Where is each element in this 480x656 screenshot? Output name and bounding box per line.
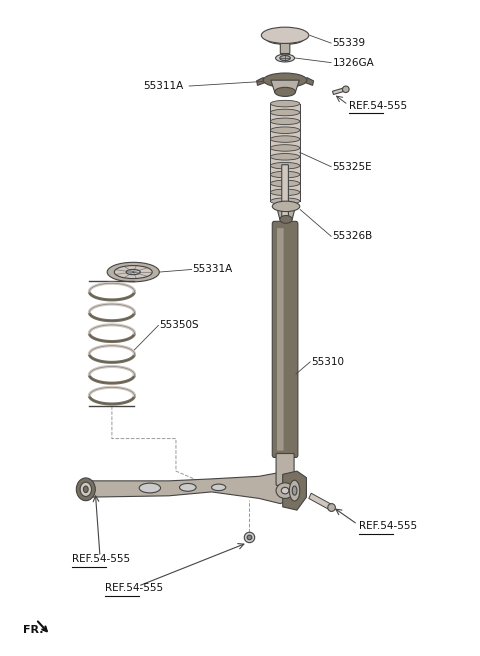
Ellipse shape xyxy=(280,215,292,223)
Polygon shape xyxy=(333,87,347,94)
Ellipse shape xyxy=(270,198,300,205)
Ellipse shape xyxy=(76,478,96,501)
Polygon shape xyxy=(257,77,266,85)
Ellipse shape xyxy=(107,262,159,282)
Text: 55331A: 55331A xyxy=(192,264,233,274)
Text: 55311A: 55311A xyxy=(143,81,183,91)
Ellipse shape xyxy=(266,33,304,45)
Ellipse shape xyxy=(281,487,289,494)
Ellipse shape xyxy=(328,504,336,512)
Polygon shape xyxy=(304,77,313,85)
Ellipse shape xyxy=(270,180,300,187)
Polygon shape xyxy=(283,471,306,510)
Ellipse shape xyxy=(275,87,296,96)
Ellipse shape xyxy=(126,270,140,275)
Ellipse shape xyxy=(139,483,160,493)
Ellipse shape xyxy=(212,484,226,491)
Text: 55325E: 55325E xyxy=(333,161,372,172)
Ellipse shape xyxy=(114,266,152,279)
Polygon shape xyxy=(276,207,296,219)
Ellipse shape xyxy=(263,73,307,87)
Text: REF.54-555: REF.54-555 xyxy=(72,554,130,564)
Text: REF.54-555: REF.54-555 xyxy=(349,100,407,111)
FancyBboxPatch shape xyxy=(277,228,284,451)
Ellipse shape xyxy=(289,480,300,501)
Text: 1326GA: 1326GA xyxy=(333,58,374,68)
FancyBboxPatch shape xyxy=(280,43,290,54)
Polygon shape xyxy=(270,104,300,201)
Ellipse shape xyxy=(270,171,300,178)
Ellipse shape xyxy=(270,163,300,169)
FancyBboxPatch shape xyxy=(282,165,288,224)
Text: FR.: FR. xyxy=(23,625,43,636)
Ellipse shape xyxy=(270,109,300,115)
Ellipse shape xyxy=(270,154,300,160)
Text: 55310: 55310 xyxy=(311,357,344,367)
Ellipse shape xyxy=(247,535,252,540)
Polygon shape xyxy=(309,493,333,510)
Ellipse shape xyxy=(270,145,300,151)
Ellipse shape xyxy=(270,118,300,125)
Polygon shape xyxy=(81,472,297,504)
Ellipse shape xyxy=(180,483,196,491)
Ellipse shape xyxy=(342,86,349,92)
Ellipse shape xyxy=(270,189,300,195)
Ellipse shape xyxy=(84,486,88,493)
Text: REF.54-555: REF.54-555 xyxy=(105,583,163,593)
Ellipse shape xyxy=(276,54,295,62)
Polygon shape xyxy=(271,80,300,92)
Ellipse shape xyxy=(261,27,309,43)
Ellipse shape xyxy=(276,483,294,499)
FancyBboxPatch shape xyxy=(276,453,294,485)
Ellipse shape xyxy=(270,127,300,133)
Ellipse shape xyxy=(280,56,290,60)
Text: 55326B: 55326B xyxy=(333,232,373,241)
Text: 55339: 55339 xyxy=(333,38,366,48)
Ellipse shape xyxy=(292,486,297,495)
Ellipse shape xyxy=(270,100,300,107)
Text: REF.54-555: REF.54-555 xyxy=(359,521,417,531)
Ellipse shape xyxy=(270,136,300,142)
Text: 55350S: 55350S xyxy=(159,320,199,331)
Ellipse shape xyxy=(244,532,255,543)
Ellipse shape xyxy=(272,201,300,212)
FancyBboxPatch shape xyxy=(272,221,298,457)
Ellipse shape xyxy=(80,482,92,497)
